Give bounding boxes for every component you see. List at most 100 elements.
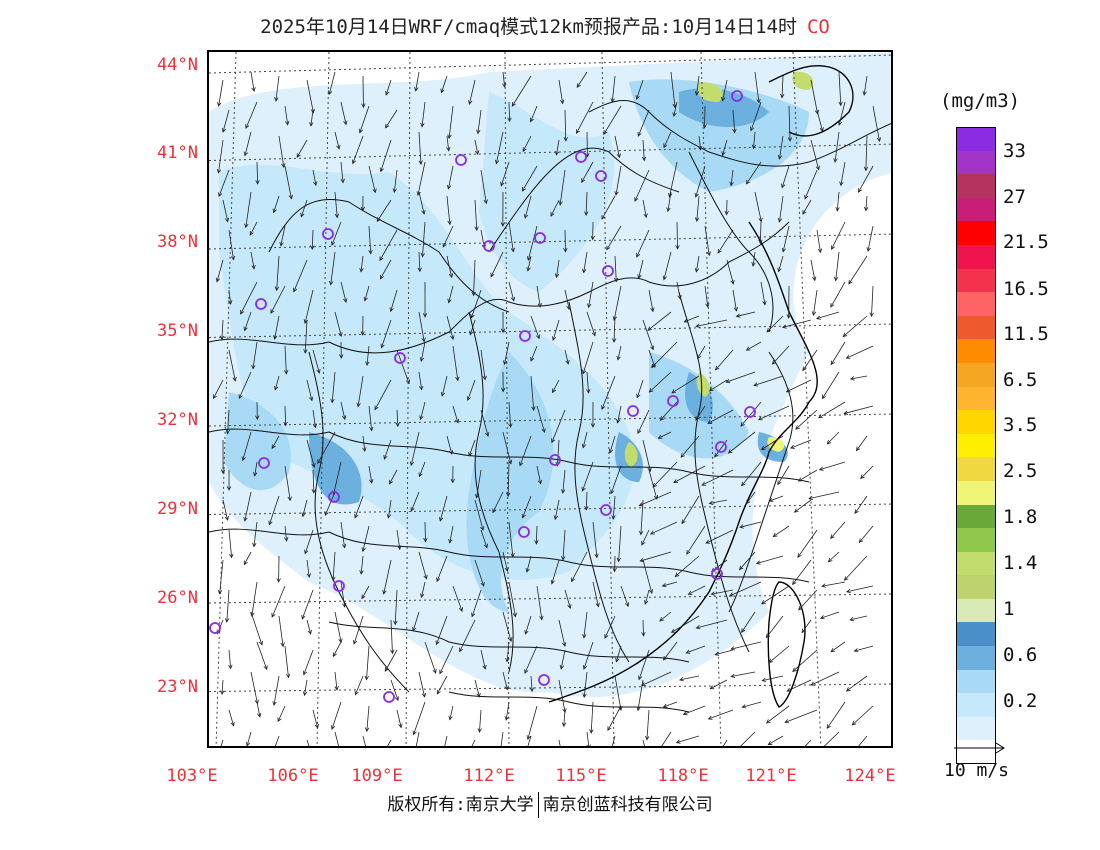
colorbar-label: 0.2 (1003, 690, 1038, 712)
station-marker[interactable] (602, 265, 614, 277)
wind-arrow (213, 379, 224, 400)
species-label: CO (806, 16, 830, 38)
station-marker[interactable] (328, 491, 340, 503)
longitude-label: 106°E (267, 766, 319, 786)
wind-arrow (419, 341, 426, 362)
wind-arrow (615, 645, 622, 663)
wind-arrow (564, 289, 571, 311)
wind-arrow (642, 199, 648, 219)
wind-arrow (245, 731, 252, 746)
wind-arrow (519, 435, 532, 467)
wind-arrow (331, 551, 336, 582)
wind-arrow (620, 585, 630, 608)
station-marker[interactable] (715, 441, 727, 453)
station-marker[interactable] (711, 568, 723, 580)
wind-arrow (863, 135, 869, 172)
colorbar-unit: (mg/m3) (940, 90, 1021, 112)
station-marker[interactable] (209, 622, 221, 634)
wind-arrow (604, 615, 616, 639)
station-marker[interactable] (731, 90, 743, 102)
station-marker[interactable] (455, 154, 467, 166)
colorbar-label: 11.5 (1003, 323, 1049, 345)
station-marker[interactable] (394, 352, 406, 364)
wind-arrow (475, 469, 482, 499)
station-marker[interactable] (383, 691, 395, 703)
longitude-label: 121°E (745, 766, 797, 786)
map-title: 2025年10月14日WRF/cmaq模式12km预报产品:10月14日14时 C… (0, 12, 1090, 39)
wind-arrow (554, 139, 560, 156)
wind-arrow (757, 405, 790, 421)
wind-arrow (721, 79, 728, 102)
station-marker[interactable] (595, 170, 607, 182)
wind-arrow (363, 285, 370, 302)
wind-arrow (446, 135, 451, 152)
station-marker[interactable] (534, 232, 546, 244)
wind-arrow (274, 375, 280, 391)
station-marker[interactable] (600, 504, 612, 516)
wind-arrow (393, 589, 398, 626)
monitoring-stations[interactable] (209, 90, 756, 703)
wind-arrow (616, 525, 622, 563)
wind-arrow (452, 345, 460, 382)
wind-arrow (362, 735, 366, 746)
station-marker[interactable] (483, 240, 495, 252)
wind-arrow (217, 559, 224, 595)
wind-arrow (839, 161, 846, 187)
station-marker[interactable] (255, 298, 267, 310)
station-marker[interactable] (322, 228, 334, 240)
wind-arrow (240, 281, 258, 315)
wind-arrow (435, 615, 448, 646)
wind-arrow (274, 75, 280, 102)
wind-arrow (530, 345, 538, 362)
wind-arrow (219, 319, 225, 341)
station-marker[interactable] (744, 406, 756, 418)
station-marker[interactable] (667, 395, 679, 407)
wind-arrow (494, 131, 504, 165)
latitude-label: 32°N (157, 410, 198, 430)
station-marker[interactable] (518, 526, 530, 538)
wind-arrow (330, 371, 336, 404)
wind-arrow (739, 521, 762, 529)
wind-arrow (530, 315, 541, 340)
wind-arrow (709, 679, 728, 690)
wind-arrow (317, 431, 336, 464)
wind-arrow (216, 139, 224, 174)
latitude-label: 26°N (157, 588, 198, 608)
wind-arrow (470, 289, 482, 319)
colorbar-swatch (956, 386, 996, 411)
wind-arrow (332, 641, 342, 658)
station-marker[interactable] (538, 674, 550, 686)
wind-arrow (215, 259, 224, 283)
colorbar-swatch (956, 575, 996, 599)
wind-arrow (340, 581, 347, 608)
station-marker[interactable] (258, 457, 270, 469)
wind-arrow (273, 315, 280, 340)
wind-arrow (785, 379, 812, 393)
forecast-map[interactable] (207, 50, 893, 748)
wind-arrow (446, 315, 455, 341)
colorbar-swatch (956, 598, 996, 623)
wind-arrow (858, 525, 874, 544)
station-marker[interactable] (549, 454, 561, 466)
wind-arrow (638, 649, 650, 681)
station-marker[interactable] (627, 405, 639, 417)
wind-arrow (302, 649, 314, 676)
reference-vector-icon (954, 742, 1005, 754)
wind-arrow (283, 405, 288, 427)
wind-arrow (730, 671, 756, 679)
wind-arrow (673, 465, 706, 484)
wind-arrow (726, 259, 735, 285)
wind-arrow (612, 285, 622, 321)
colorbar-label: 27 (1003, 186, 1026, 208)
wind-arrow (220, 439, 226, 475)
wind-arrow (228, 289, 233, 305)
station-marker[interactable] (575, 151, 587, 163)
station-marker[interactable] (519, 330, 531, 342)
colorbar-swatch (956, 457, 996, 481)
wind-arrow (804, 169, 818, 200)
wind-arrow (356, 375, 364, 408)
station-marker[interactable] (333, 580, 345, 592)
wind-arrow (300, 199, 308, 218)
colorbar-swatch (956, 433, 996, 458)
wind-arrow (383, 439, 392, 460)
